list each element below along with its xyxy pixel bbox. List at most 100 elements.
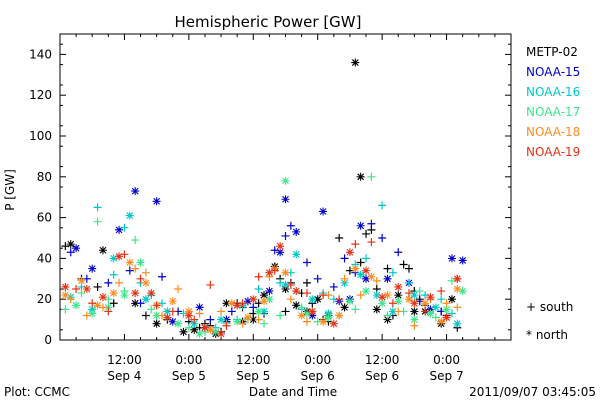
data-point-north	[345, 297, 354, 306]
data-point-south	[195, 309, 204, 318]
data-point-south	[66, 248, 75, 257]
footer-left: Plot: CCMC	[4, 385, 70, 399]
data-point-north	[93, 301, 102, 310]
x-axis: 12:00 Sep 4 0:00 Sep 5 12:00 Sep 5 0:00 Sep 6 12…	[75, 34, 496, 383]
data-point-north	[319, 207, 328, 216]
data-point-north	[453, 319, 462, 328]
data-point-south	[437, 287, 446, 296]
plot-frame	[59, 33, 512, 341]
data-point-south	[222, 321, 231, 330]
data-point-north	[131, 299, 140, 308]
data-point-north	[115, 225, 124, 234]
data-point-south	[281, 307, 290, 316]
data-point-north	[88, 264, 97, 273]
data-point-south	[335, 234, 344, 242]
data-point-north	[442, 305, 451, 314]
data-point-south	[404, 264, 413, 273]
data-point-north	[383, 291, 392, 300]
data-point-south	[367, 219, 376, 228]
legend-entry: NOAA-17	[526, 105, 580, 119]
data-point-south	[383, 311, 392, 320]
data-point-north	[179, 327, 188, 336]
data-point-north	[431, 303, 440, 312]
data-point-south	[404, 278, 413, 287]
data-point-north	[222, 315, 231, 324]
data-point-south	[297, 303, 306, 312]
data-point-north	[243, 313, 252, 322]
data-point-north	[72, 301, 81, 310]
data-point-north	[120, 291, 129, 300]
data-point-south	[217, 307, 226, 316]
data-point-north	[340, 278, 349, 287]
data-point-north	[174, 319, 183, 328]
legend-entry: NOAA-16	[526, 85, 580, 99]
data-point-north	[362, 274, 371, 283]
data-point-south	[141, 268, 150, 277]
data-point-south	[238, 319, 247, 328]
data-point-north	[82, 285, 91, 293]
data-point-south	[254, 285, 263, 293]
data-point-north	[437, 317, 446, 326]
data-point-south	[302, 278, 311, 287]
data-point-north	[66, 240, 75, 249]
data-point-south	[61, 305, 70, 314]
data-point-north	[184, 307, 193, 316]
chart-title: Hemispheric Power [GW]	[175, 13, 362, 31]
data-point-north	[308, 311, 317, 320]
legend-entry: NOAA-18	[526, 125, 580, 139]
data-point-north	[184, 311, 193, 320]
data-point-north	[356, 172, 365, 181]
data-point-north	[168, 317, 177, 326]
data-point-south	[394, 248, 403, 257]
data-point-south	[372, 276, 381, 285]
data-point-north	[109, 254, 118, 263]
data-point-north	[276, 242, 285, 251]
data-point-south	[319, 291, 328, 300]
data-point-south	[286, 295, 295, 304]
data-point-north	[340, 303, 349, 312]
data-point-north	[356, 221, 365, 230]
data-point-south	[131, 264, 140, 273]
data-point-south	[206, 315, 215, 324]
data-point-south	[367, 172, 376, 181]
data-point-north	[147, 289, 156, 298]
data-point-south	[276, 311, 285, 320]
data-point-south	[437, 295, 446, 304]
x-tick-time-label: 0:00	[175, 353, 202, 367]
data-point-south	[431, 313, 440, 322]
data-point-north	[61, 282, 70, 291]
data-point-north	[383, 274, 392, 283]
legend: METP-02 NOAA-15 NOAA-16 NOAA-17 NOAA-18 NOAA-…	[526, 45, 580, 159]
data-point-south	[120, 223, 129, 232]
data-point-north	[281, 195, 290, 204]
data-point-north	[88, 305, 97, 314]
data-point-north	[404, 295, 413, 304]
data-point-north	[233, 301, 242, 310]
data-point-south	[109, 299, 118, 308]
data-point-north	[260, 307, 269, 316]
data-point-south	[254, 315, 263, 324]
x-tick-time-label: 0:00	[304, 353, 331, 367]
data-point-north	[281, 280, 290, 289]
data-point-south	[104, 278, 113, 287]
data-point-south	[131, 236, 140, 245]
data-point-north	[125, 258, 134, 267]
data-point-south	[158, 272, 167, 281]
data-point-south	[125, 266, 134, 275]
data-point-south	[147, 305, 156, 314]
data-point-south	[362, 229, 371, 238]
data-point-south	[286, 280, 295, 289]
data-point-north	[351, 264, 360, 273]
data-point-north	[265, 268, 274, 277]
data-point-north	[88, 309, 97, 318]
data-point-north	[458, 256, 467, 265]
legend-entry: NOAA-19	[526, 145, 580, 159]
data-point-south	[88, 299, 97, 308]
data-point-north	[276, 248, 285, 257]
data-point-north	[152, 197, 161, 206]
data-point-north	[308, 295, 317, 304]
data-point-north	[426, 293, 435, 302]
data-point-north	[324, 309, 333, 318]
data-point-south	[104, 307, 113, 316]
